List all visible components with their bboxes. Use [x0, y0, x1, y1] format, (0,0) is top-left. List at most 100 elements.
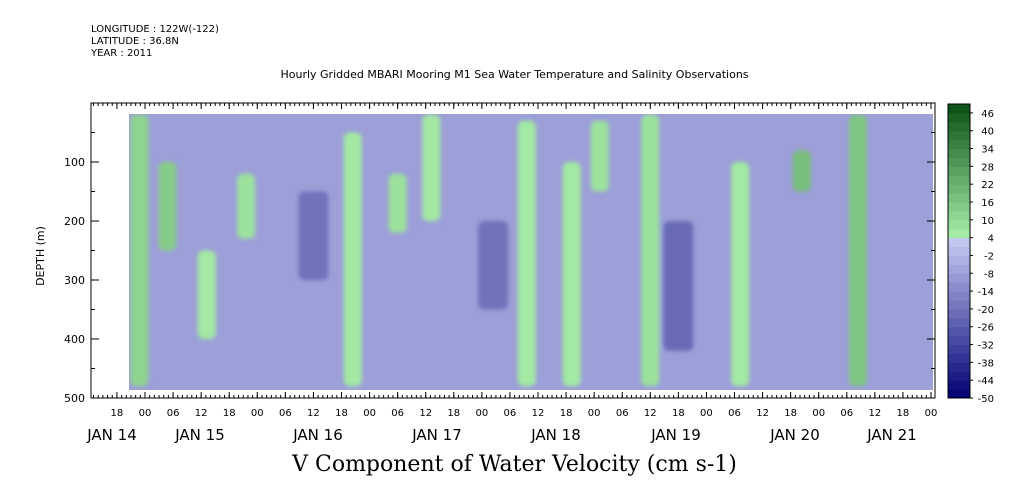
- x-hour-label: 00: [925, 408, 938, 419]
- x-hour-label: 18: [447, 408, 460, 419]
- colorbar-cell: [948, 166, 970, 176]
- x-hour-label: 18: [784, 408, 797, 419]
- colorbar-label: -38: [978, 358, 994, 369]
- x-hour-label: 12: [307, 408, 320, 419]
- heatmap-cell: [197, 250, 216, 339]
- colorbar-cell: [948, 371, 970, 381]
- heatmap-cell: [298, 191, 329, 280]
- x-hour-label: 06: [279, 408, 292, 419]
- colorbar-label: -50: [978, 394, 994, 405]
- colorbar-cell: [948, 362, 970, 372]
- colorbar-cell: [948, 121, 970, 132]
- colorbar-label: -8: [984, 269, 994, 280]
- colorbar-label: 40: [981, 127, 994, 138]
- x-hour-label: 00: [251, 408, 264, 419]
- colorbar-cell: [948, 228, 970, 239]
- colorbar-label: 46: [981, 109, 994, 120]
- x-hour-label: 12: [868, 408, 881, 419]
- colorbar-cell: [948, 210, 970, 221]
- y-tick-label: 300: [64, 274, 85, 287]
- heatmap-cell: [792, 150, 811, 192]
- heatmap-cell: [663, 221, 694, 351]
- colorbar-cell: [948, 335, 970, 346]
- colorbar-label: 4: [988, 234, 994, 245]
- x-hour-label: 06: [167, 408, 180, 419]
- colorbar-cell: [948, 273, 970, 283]
- colorbar-cell: [948, 326, 970, 337]
- x-hour-label: 00: [700, 408, 713, 419]
- heatmap-cell: [562, 162, 581, 387]
- colorbar-label: 34: [981, 145, 994, 156]
- x-hour-label: 06: [728, 408, 741, 419]
- colorbar-cell: [948, 175, 970, 185]
- colorbar-cell: [948, 282, 970, 292]
- x-hour-label: 00: [139, 408, 152, 419]
- x-day-label: JAN 17: [411, 426, 462, 444]
- x-day-label: JAN 20: [769, 426, 820, 444]
- heatmap-cell: [130, 114, 149, 387]
- heatmap-cell: [388, 173, 407, 233]
- x-hour-label: 18: [111, 408, 124, 419]
- heatmap-cell: [478, 221, 509, 310]
- x-hour-label: 12: [644, 408, 657, 419]
- x-hour-label: 18: [335, 408, 348, 419]
- x-hour-label: 12: [756, 408, 769, 419]
- colorbar-cell: [948, 300, 970, 310]
- colorbar-label: -20: [978, 305, 994, 316]
- x-day-label: JAN 15: [174, 426, 225, 444]
- colorbar-cell: [948, 139, 970, 150]
- colorbar-cell: [948, 202, 970, 212]
- colorbar-cell: [948, 148, 970, 158]
- colorbar-cell: [948, 317, 970, 328]
- colorbar-cell: [948, 112, 970, 123]
- colorbar-cell: [948, 353, 970, 363]
- colorbar-cell: [948, 104, 970, 114]
- x-hour-label: 18: [223, 408, 236, 419]
- x-day-label: JAN 14: [86, 426, 137, 444]
- colorbar-label: -26: [978, 323, 994, 334]
- colorbar-frame: [947, 103, 971, 399]
- colorbar-label: -14: [978, 287, 994, 298]
- x-hour-label: 00: [475, 408, 488, 419]
- x-hour-label: 18: [560, 408, 573, 419]
- heatmap-cell: [641, 114, 660, 387]
- heatmap-cell: [422, 114, 441, 221]
- colorbar-cell: [948, 389, 970, 399]
- y-tick-label: 200: [64, 215, 85, 228]
- colorbar-cell: [948, 344, 970, 354]
- longitude-label: LONGITUDE : 122W(-122): [91, 24, 219, 35]
- heatmap-features: [130, 114, 868, 387]
- colorbar-cell: [948, 255, 970, 265]
- y-axis-label: DEPTH (m): [34, 226, 47, 286]
- colorbar-cell: [948, 219, 970, 230]
- x-day-label: JAN 19: [650, 426, 701, 444]
- colorbar-cell: [948, 308, 970, 319]
- heatmap-cell: [731, 162, 750, 387]
- colorbar-cell: [948, 246, 970, 256]
- x-hour-label: 12: [419, 408, 432, 419]
- colorbar-label: -44: [978, 376, 994, 387]
- latitude-label: LATITUDE : 36.8N: [91, 36, 179, 47]
- colorbar-label: 10: [981, 216, 994, 227]
- colorbar-cell: [948, 157, 970, 167]
- colorbar-cell: [948, 237, 970, 248]
- x-axis-label: V Component of Water Velocity (cm s-1): [292, 452, 737, 477]
- x-day-label: JAN 21: [866, 426, 917, 444]
- x-hour-label: 18: [897, 408, 910, 419]
- heatmap-cell: [849, 114, 868, 387]
- y-tick-label: 400: [64, 333, 85, 346]
- x-hour-label: 00: [812, 408, 825, 419]
- heatmap-cell: [158, 162, 177, 251]
- heatmap-cell: [590, 120, 609, 192]
- x-hour-label: 06: [616, 408, 629, 419]
- y-tick-label: 100: [64, 156, 85, 169]
- metadata-block: LONGITUDE : 122W(-122) LATITUDE : 36.8N …: [91, 24, 219, 60]
- colorbar-label: 16: [981, 198, 994, 209]
- y-tick-label: 500: [64, 392, 85, 405]
- x-day-label: JAN 18: [530, 426, 581, 444]
- x-hour-label: 00: [363, 408, 376, 419]
- x-hour-label: 06: [391, 408, 404, 419]
- colorbar-label: -2: [984, 251, 994, 262]
- x-hour-label: 06: [840, 408, 853, 419]
- colorbar-cell: [948, 130, 970, 141]
